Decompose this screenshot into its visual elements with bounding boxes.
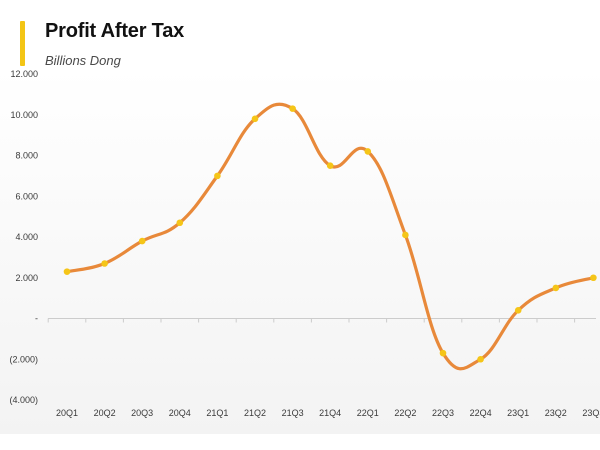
data-point[interactable] [477, 355, 484, 363]
data-point[interactable] [364, 148, 372, 155]
chart-subtitle: Billions Dong [45, 53, 121, 68]
x-tick-label: 20Q4 [169, 408, 191, 418]
x-tick-label: 21Q3 [282, 408, 304, 418]
chart-header: Profit After Tax Billions Dong [0, 0, 600, 70]
x-tick-label: 21Q2 [244, 408, 266, 418]
y-tick-label: 6.000 [15, 191, 38, 201]
plot-background [0, 68, 600, 434]
x-axis: 20Q1 20Q2 20Q3 20Q4 21Q1 21Q2 21Q3 21Q4 22Q1 22Q2… [47, 318, 600, 418]
data-point[interactable] [439, 349, 447, 357]
data-point[interactable] [176, 219, 184, 227]
x-tick-label: 20Q1 [56, 408, 78, 418]
y-tick-label: 10.000 [10, 110, 38, 120]
x-tick-label: 22Q1 [357, 408, 379, 418]
x-tick-label: 22Q4 [470, 408, 492, 418]
x-tick-label: 22Q3 [432, 408, 454, 418]
x-tick-label: 21Q1 [206, 408, 228, 418]
series-line [65, 102, 595, 371]
data-point[interactable] [326, 162, 334, 169]
x-tick-label: 23Q1 [507, 408, 529, 418]
series-group [63, 102, 597, 371]
y-tick-label: 8.000 [15, 151, 38, 161]
x-tick-label: 20Q2 [94, 408, 116, 418]
chart-title: Profit After Tax [45, 20, 185, 42]
y-tick-label: 12.000 [10, 69, 38, 79]
y-tick-label: 4.000 [15, 232, 38, 242]
x-tick-label: 20Q3 [131, 408, 153, 418]
title-accent-bar [20, 21, 25, 66]
data-point[interactable] [63, 268, 71, 275]
data-point[interactable] [101, 260, 108, 267]
y-tick-label: 2.000 [15, 273, 38, 283]
data-point[interactable] [214, 172, 221, 180]
data-point[interactable] [552, 284, 560, 292]
data-point[interactable] [590, 274, 597, 282]
data-point[interactable] [251, 115, 259, 123]
data-point[interactable] [402, 231, 409, 239]
x-tick-label: 21Q4 [319, 408, 341, 418]
y-tick-label: (2.000) [9, 354, 38, 364]
x-tick-label: 23Q2 [545, 408, 567, 418]
x-tick-label: 22Q2 [394, 408, 416, 418]
data-point[interactable] [289, 105, 296, 112]
y-axis: 12.000 10.000 8.000 6.000 4.000 2.000 - (2.000)… [9, 69, 38, 405]
x-tick-label: 23Q3 [582, 408, 600, 418]
y-tick-label: (4.000) [9, 395, 38, 405]
data-point[interactable] [138, 237, 146, 245]
data-point[interactable] [514, 307, 522, 314]
y-tick-label: - [35, 314, 38, 324]
